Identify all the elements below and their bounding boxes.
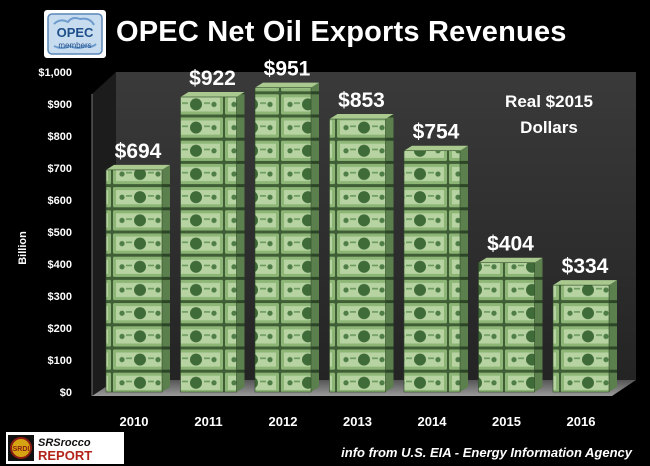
x-tick-label: 2010 bbox=[120, 414, 149, 429]
bar bbox=[254, 82, 319, 393]
bar-top bbox=[255, 82, 319, 88]
data-labels: $694 $922 $951 $853 $754 $404 $334 bbox=[115, 58, 609, 278]
bar bbox=[478, 257, 543, 393]
bar-front bbox=[478, 262, 535, 393]
srs-name: SRSrocco bbox=[38, 437, 91, 449]
x-tick-label: 2014 bbox=[418, 414, 448, 429]
bar-side bbox=[460, 145, 468, 392]
data-label: $853 bbox=[338, 89, 385, 112]
bar bbox=[403, 145, 468, 393]
srsrocco-logo-graphic: SRDI SRSrocco REPORT bbox=[6, 432, 124, 464]
data-label: $754 bbox=[413, 121, 460, 144]
y-tick-label: $300 bbox=[48, 291, 72, 303]
bar-side bbox=[609, 280, 617, 392]
opec-logo-sub: members bbox=[58, 41, 91, 50]
bar-front bbox=[254, 87, 312, 393]
bar-side bbox=[311, 82, 319, 393]
data-label: $922 bbox=[189, 67, 236, 90]
y-axis-ticks: $0 $100 $200 $300 $400 $500 $600 $700 $800 $900 $1… bbox=[38, 67, 72, 399]
y-tick-label: $700 bbox=[48, 163, 72, 175]
bar-side bbox=[534, 257, 543, 392]
bar-front bbox=[105, 169, 163, 393]
y-tick-label: $400 bbox=[48, 259, 72, 271]
bar bbox=[329, 114, 394, 393]
srsrocco-logo: SRDI SRSrocco REPORT bbox=[6, 432, 124, 464]
x-tick-label: 2015 bbox=[492, 414, 521, 429]
data-label: $404 bbox=[487, 233, 534, 256]
annotation-line-2: Dollars bbox=[520, 118, 578, 137]
bar-top bbox=[404, 145, 468, 151]
bar-top bbox=[329, 114, 394, 120]
bar-side bbox=[162, 164, 170, 392]
bar-side bbox=[385, 114, 394, 392]
x-tick-label: 2012 bbox=[269, 414, 298, 429]
bar-front bbox=[403, 150, 461, 393]
bar bbox=[552, 280, 617, 393]
data-label: $694 bbox=[115, 140, 162, 163]
bar bbox=[105, 164, 170, 393]
y-tick-label: $800 bbox=[48, 131, 72, 143]
annotation-line-1: Real $2015 bbox=[505, 92, 593, 111]
bar-series bbox=[105, 82, 617, 393]
y-axis-label: Billion bbox=[17, 231, 29, 265]
x-tick-label: 2011 bbox=[194, 414, 222, 429]
opec-logo: OPEC members bbox=[44, 10, 106, 58]
y-tick-label: $900 bbox=[48, 99, 72, 111]
opec-logo-graphic: OPEC members bbox=[47, 13, 103, 55]
y-tick-label: $600 bbox=[48, 195, 72, 207]
bar bbox=[180, 91, 245, 393]
srs-badge: SRDI bbox=[13, 446, 30, 453]
chart-title: OPEC Net Oil Exports Revenues bbox=[116, 16, 567, 48]
srs-report: REPORT bbox=[38, 448, 92, 463]
opec-logo-word: OPEC bbox=[57, 25, 94, 40]
y-tick-label: $200 bbox=[48, 323, 72, 335]
bar-front bbox=[552, 284, 610, 393]
source-note: info from U.S. EIA - Energy Information … bbox=[341, 445, 632, 460]
y-tick-label: $0 bbox=[60, 387, 72, 399]
bar-top bbox=[180, 91, 245, 97]
bar-side bbox=[236, 91, 245, 393]
bar-top bbox=[553, 280, 617, 286]
bar-front bbox=[180, 96, 237, 393]
bar-top bbox=[478, 257, 543, 263]
x-tick-label: 2016 bbox=[567, 414, 596, 429]
data-label: $334 bbox=[562, 255, 609, 278]
y-tick-label: $1,000 bbox=[38, 67, 72, 79]
y-tick-label: $500 bbox=[48, 227, 72, 239]
bar-top bbox=[106, 164, 170, 170]
bar-front bbox=[329, 118, 386, 393]
x-axis-ticks: 2010 2011 2012 2013 2014 2015 2016 bbox=[120, 414, 596, 429]
data-label: $951 bbox=[264, 58, 311, 81]
x-tick-label: 2013 bbox=[343, 414, 372, 429]
y-tick-label: $100 bbox=[48, 355, 72, 367]
